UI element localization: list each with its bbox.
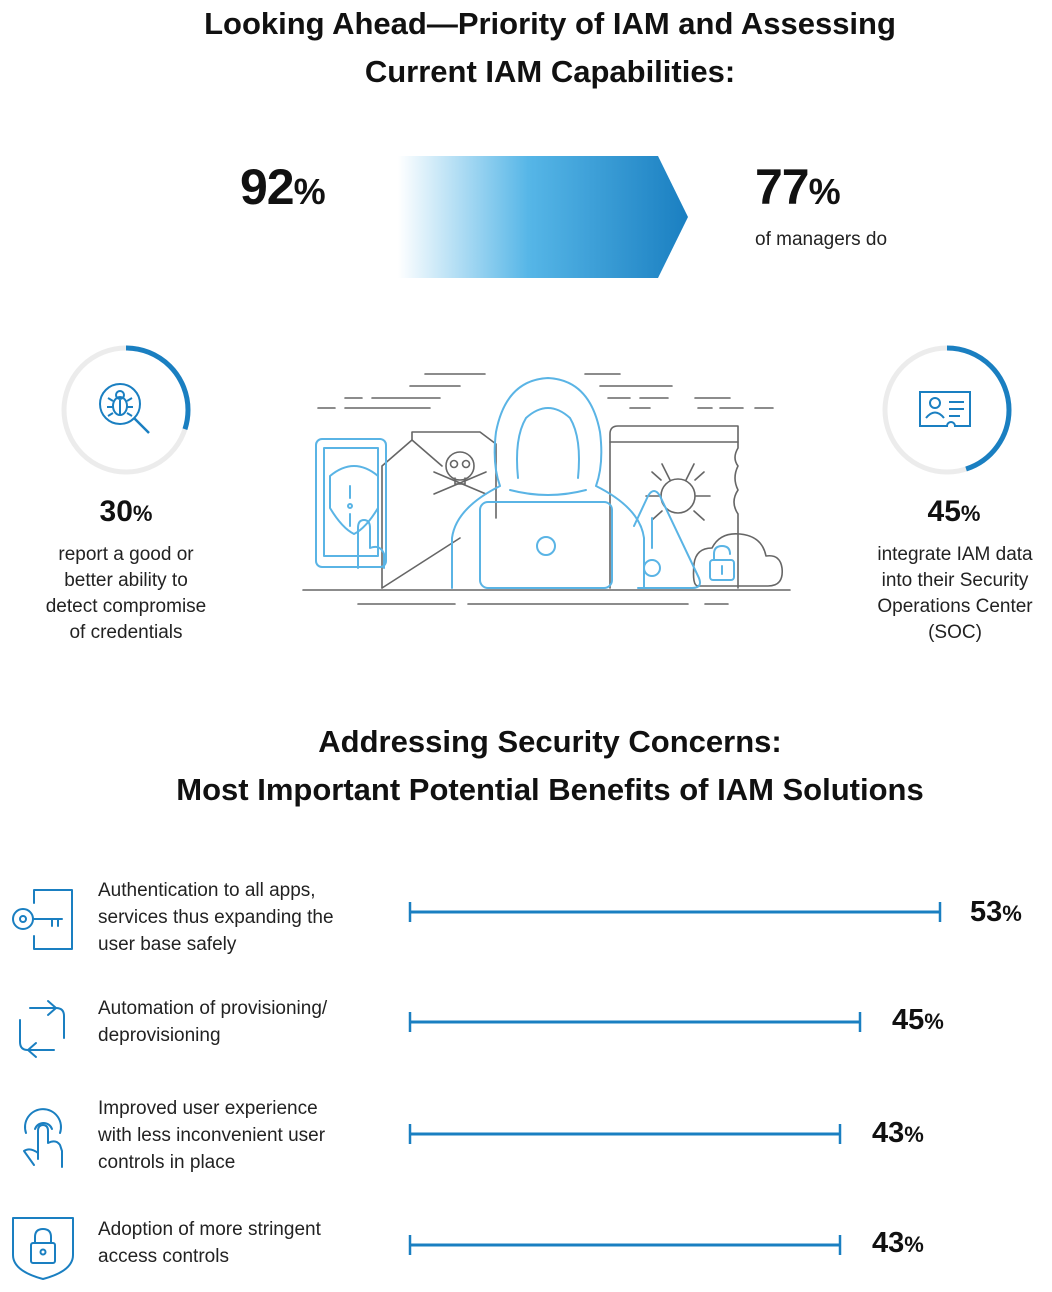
bar-label-2: Automation of provisioning/ deprovisioni… [98, 995, 327, 1049]
stat-77-unit: % [808, 171, 841, 212]
section-title-line-2: Most Important Potential Benefits of IAM… [176, 772, 924, 807]
bar-4 [408, 1235, 842, 1255]
stat-92-value: 92 [240, 159, 295, 215]
text-line: into their Security [881, 570, 1029, 591]
text-line: (SOC) [928, 622, 982, 643]
ring-stat-45: 45% [829, 495, 1052, 529]
page-title: Looking Ahead—Priority of IAM and Assess… [0, 0, 1052, 96]
text-line: integrate IAM data [877, 544, 1033, 565]
text-line: Authentication to all apps, [98, 880, 316, 901]
title-line-2: Current IAM Capabilities: [364, 54, 736, 89]
refresh-icon [19, 1000, 65, 1058]
bar-value-number: 53 [970, 896, 1003, 928]
gradient-arrow [398, 156, 688, 278]
ring-stat-30-value: 30 [99, 495, 133, 528]
stat-92: 92% [240, 158, 326, 216]
progress-ring-30 [61, 345, 191, 475]
stat-77: 77% [755, 158, 841, 216]
text-line: with less inconvenient user [98, 1125, 326, 1146]
bar-value-1: 53% [970, 896, 1022, 929]
progress-ring-45 [882, 345, 1012, 475]
text-line: services thus expanding the [98, 907, 334, 928]
text-line: Improved user experience [98, 1098, 318, 1119]
key-door-icon [12, 889, 73, 950]
text-line: Adoption of more stringent [98, 1219, 321, 1240]
text-line: user base safely [98, 934, 237, 955]
ring-stat-30-text: report a good or better ability to detec… [0, 542, 252, 646]
stat-92-unit: % [293, 171, 326, 212]
text-line: deprovisioning [98, 1025, 221, 1046]
bar-value-unit: % [904, 1122, 924, 1147]
stat-77-caption: of managers do [755, 229, 888, 250]
bar-3 [408, 1124, 842, 1144]
bug-search-icon [99, 383, 150, 434]
section-title-line-1: Addressing Security Concerns: [318, 724, 782, 759]
bar-value-unit: % [1002, 901, 1022, 926]
ring-stat-45-text: integrate IAM data into their Security O… [829, 542, 1052, 646]
text-line: Automation of provisioning/ [98, 998, 328, 1019]
ring-stat-30: 30% [0, 495, 252, 529]
bar-value-unit: % [904, 1232, 924, 1257]
bar-value-3: 43% [872, 1117, 924, 1150]
ring-stat-45-value: 45 [927, 495, 961, 528]
bar-label-3: Improved user experience with less incon… [98, 1095, 325, 1176]
ring-stat-30-unit: % [132, 501, 153, 526]
bar-label-4: Adoption of more stringent access contro… [98, 1216, 321, 1270]
bar-label-1: Authentication to all apps, services thu… [98, 877, 334, 958]
text-line: controls in place [98, 1152, 236, 1173]
bar-2 [408, 1012, 862, 1032]
text-line: access controls [98, 1246, 229, 1267]
hacker-illustration [302, 373, 791, 605]
bar-value-number: 45 [892, 1004, 925, 1036]
bar-value-unit: % [924, 1009, 944, 1034]
bar-value-number: 43 [872, 1227, 905, 1259]
text-line: Operations Center [877, 596, 1033, 617]
id-card-icon [919, 391, 971, 427]
ring-stat-45-unit: % [960, 501, 981, 526]
touch-icon [23, 1108, 63, 1168]
text-line: report a good or [58, 544, 194, 565]
title-line-1: Looking Ahead—Priority of IAM and Assess… [204, 6, 896, 41]
shield-lock-icon [12, 1217, 74, 1280]
bar-value-4: 43% [872, 1227, 924, 1260]
stat-77-value: 77 [755, 159, 810, 215]
text-line: of credentials [69, 622, 183, 643]
text-line: detect compromise [45, 596, 207, 617]
section-title: Addressing Security Concerns: Most Impor… [0, 718, 1052, 814]
bar-1 [408, 902, 942, 922]
bar-value-2: 45% [892, 1004, 944, 1037]
text-line: better ability to [64, 570, 188, 591]
bar-value-number: 43 [872, 1117, 905, 1149]
